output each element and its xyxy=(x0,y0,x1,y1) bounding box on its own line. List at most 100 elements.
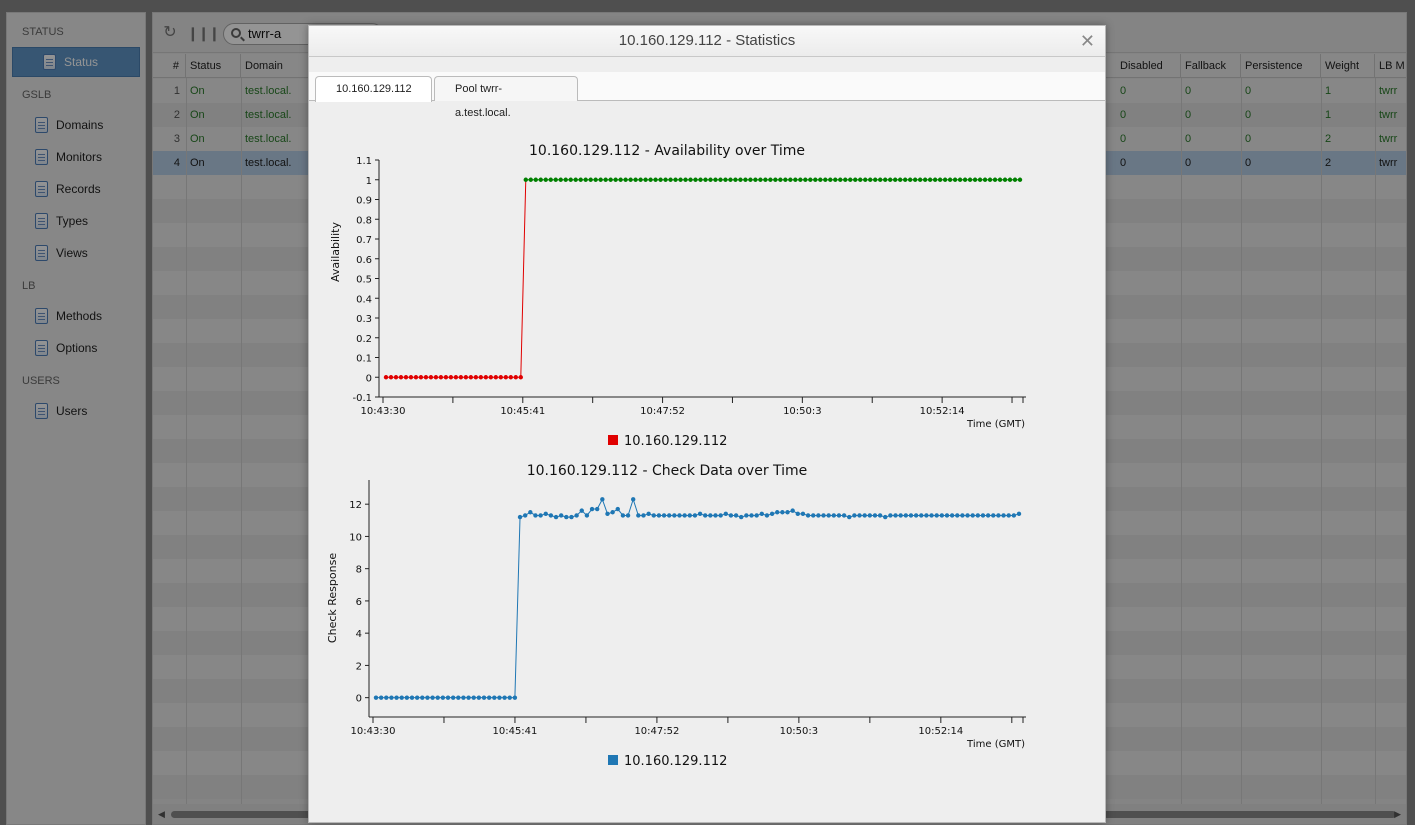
data-point xyxy=(800,511,806,517)
data-point xyxy=(445,695,451,700)
data-point xyxy=(754,513,759,518)
y-tick-label: 12 xyxy=(349,500,362,511)
data-point xyxy=(414,695,420,700)
data-point xyxy=(523,177,528,182)
sidebar-item-domains[interactable]: Domains xyxy=(35,110,167,140)
document-icon xyxy=(35,308,48,324)
data-point xyxy=(708,513,713,518)
data-point xyxy=(687,513,692,518)
data-point xyxy=(605,511,610,517)
data-point xyxy=(957,177,963,182)
column-header-persistence[interactable]: Persistence xyxy=(1241,54,1321,78)
sidebar-item-views[interactable]: Views xyxy=(35,238,167,268)
data-point xyxy=(778,177,783,182)
sidebar-item-types[interactable]: Types xyxy=(35,206,167,236)
tab-server[interactable]: 10.160.129.112 xyxy=(315,76,432,102)
cell-num: 4 xyxy=(173,157,180,169)
data-point xyxy=(1002,177,1008,182)
data-point xyxy=(538,513,543,518)
data-point xyxy=(823,177,828,182)
data-point xyxy=(398,375,404,380)
data-point xyxy=(955,513,960,518)
y-tick-label: 0.7 xyxy=(356,235,372,246)
data-point xyxy=(883,177,888,182)
column-header-lb-method[interactable]: LB M xyxy=(1379,60,1405,72)
data-point xyxy=(803,177,808,182)
data-point xyxy=(636,513,641,518)
data-point xyxy=(997,177,1003,182)
scroll-left-icon[interactable]: ◀ xyxy=(158,809,165,819)
cell-lb-method: twrr xyxy=(1379,109,1398,121)
data-point xyxy=(907,177,913,182)
sidebar-item-monitors[interactable]: Monitors xyxy=(35,142,167,172)
data-point xyxy=(558,177,563,182)
data-point xyxy=(563,177,568,182)
data-point xyxy=(903,513,909,518)
data-point xyxy=(461,695,466,700)
scroll-right-icon[interactable]: ▶ xyxy=(1394,809,1401,819)
document-icon xyxy=(43,54,56,70)
column-header-fallback[interactable]: Fallback xyxy=(1181,54,1241,78)
data-point xyxy=(613,177,618,182)
data-point xyxy=(528,177,533,182)
sidebar-item-label: Views xyxy=(56,246,88,260)
sidebar-heading-gslb: GSLB xyxy=(22,89,52,101)
data-point xyxy=(409,695,415,700)
data-point xyxy=(888,177,893,182)
data-point xyxy=(378,695,384,700)
data-point xyxy=(939,513,945,518)
data-point xyxy=(967,177,973,182)
data-point xyxy=(748,177,753,182)
close-icon[interactable]: ✕ xyxy=(1079,31,1095,51)
data-point xyxy=(919,513,924,518)
data-point xyxy=(677,513,682,518)
data-point xyxy=(867,513,873,518)
data-point xyxy=(816,513,821,518)
data-point xyxy=(826,513,831,518)
sidebar-item-label: Monitors xyxy=(56,150,103,164)
y-tick-label: 0.1 xyxy=(356,354,372,365)
cell-persistence: 0 xyxy=(1245,157,1252,169)
cell-lb-method: twrr xyxy=(1379,133,1398,145)
y-tick-label: 0.6 xyxy=(356,255,372,266)
sidebar-item-label: Users xyxy=(56,404,88,418)
sidebar-item-users[interactable]: Users xyxy=(35,396,167,426)
data-point xyxy=(543,511,548,517)
data-point xyxy=(790,508,795,513)
cell-lb-method: twrr xyxy=(1379,157,1398,169)
sidebar-item-methods[interactable]: Methods xyxy=(35,301,167,331)
column-header-num[interactable]: # xyxy=(153,54,186,78)
data-point xyxy=(843,177,848,182)
column-header-disabled[interactable]: Disabled xyxy=(1116,54,1181,78)
legend-label: 10.160.129.112 xyxy=(624,434,727,449)
cell-weight: 1 xyxy=(1325,85,1332,97)
sidebar: STATUS Status GSLB Domains Monitors Reco… xyxy=(6,12,146,825)
data-point xyxy=(877,513,883,518)
sidebar-item-status[interactable]: Status xyxy=(12,47,140,77)
data-point xyxy=(868,177,873,182)
column-header-status[interactable]: Status xyxy=(186,54,241,78)
sidebar-item-options[interactable]: Options xyxy=(35,333,167,363)
sidebar-item-records[interactable]: Records xyxy=(35,174,167,204)
cell-fallback: 0 xyxy=(1185,133,1192,145)
data-point xyxy=(425,695,430,700)
tab-pool[interactable]: Pool twrr-a.test.local. xyxy=(434,76,578,119)
data-point xyxy=(667,513,672,518)
data-point xyxy=(977,177,983,182)
data-point xyxy=(833,177,838,182)
data-point xyxy=(588,177,593,182)
data-point xyxy=(764,513,770,518)
data-point xyxy=(633,177,638,182)
data-point xyxy=(897,177,903,182)
column-header-weight[interactable]: Weight xyxy=(1321,54,1375,78)
refresh-icon[interactable]: ↻ xyxy=(163,24,177,41)
data-point xyxy=(466,695,471,700)
data-point xyxy=(598,177,603,182)
data-point xyxy=(486,695,492,700)
x-tick-label: 10:52:14 xyxy=(918,726,963,737)
data-point xyxy=(618,177,623,182)
data-point xyxy=(548,513,554,518)
data-point xyxy=(463,375,469,380)
cell-domain: test.local. xyxy=(245,157,292,169)
data-point xyxy=(1012,177,1018,182)
